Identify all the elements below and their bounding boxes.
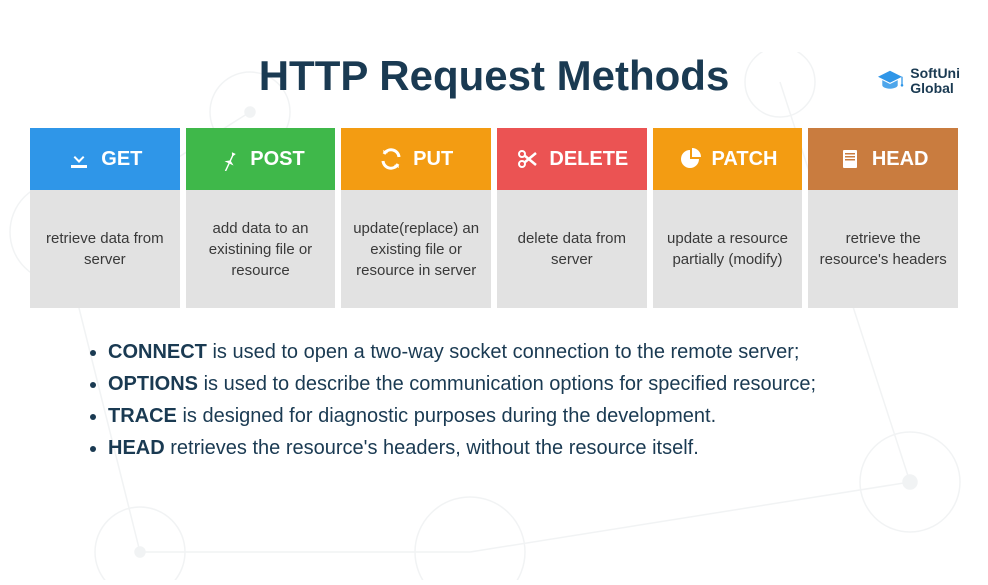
method-cards-grid: GET retrieve data from server POST add d… (30, 128, 958, 308)
piechart-icon (678, 147, 702, 171)
pin-icon (216, 147, 240, 171)
brand-logo: SoftUni Global (876, 66, 960, 95)
card-get-header: GET (30, 128, 180, 190)
card-delete: DELETE delete data from server (497, 128, 647, 308)
card-head: HEAD retrieve the resource's headers (808, 128, 958, 308)
card-get-body: retrieve data from server (30, 190, 180, 308)
card-head-label: HEAD (872, 148, 929, 171)
bullet-head-term: HEAD (108, 437, 165, 459)
card-patch: PATCH update a resource partially (modif… (653, 128, 803, 308)
additional-methods-list: CONNECT is used to open a two-way socket… (30, 336, 958, 464)
bullet-connect: CONNECT is used to open a two-way socket… (108, 336, 958, 368)
bullet-connect-text: is used to open a two-way socket connect… (207, 341, 800, 363)
page-title: HTTP Request Methods (30, 52, 958, 100)
brand-line1: SoftUni (910, 66, 960, 81)
bullet-trace-term: TRACE (108, 405, 177, 427)
bullet-options-term: OPTIONS (108, 373, 198, 395)
brand-text: SoftUni Global (910, 66, 960, 95)
card-post-body: add data to an existining file or resour… (186, 190, 336, 308)
card-post-label: POST (250, 148, 304, 171)
card-delete-header: DELETE (497, 128, 647, 190)
document-icon (838, 147, 862, 171)
card-patch-label: PATCH (712, 148, 778, 171)
brand-line2: Global (910, 81, 960, 96)
bullet-trace-text: is designed for diagnostic purposes duri… (177, 405, 716, 427)
bullet-options-text: is used to describe the communication op… (198, 373, 816, 395)
download-icon (67, 147, 91, 171)
scissors-icon (515, 147, 539, 171)
card-put-header: PUT (341, 128, 491, 190)
card-get: GET retrieve data from server (30, 128, 180, 308)
card-put-body: update(replace) an existing file or reso… (341, 190, 491, 308)
card-put-label: PUT (413, 148, 453, 171)
graduation-cap-icon (876, 69, 904, 93)
card-post-header: POST (186, 128, 336, 190)
card-put: PUT update(replace) an existing file or … (341, 128, 491, 308)
bullet-connect-term: CONNECT (108, 341, 207, 363)
card-head-body: retrieve the resource's headers (808, 190, 958, 308)
card-delete-body: delete data from server (497, 190, 647, 308)
bullet-head-text: retrieves the resource's headers, withou… (165, 437, 699, 459)
card-patch-body: update a resource partially (modify) (653, 190, 803, 308)
bullet-options: OPTIONS is used to describe the communic… (108, 368, 958, 400)
card-post: POST add data to an existining file or r… (186, 128, 336, 308)
refresh-icon (379, 147, 403, 171)
bullet-head: HEAD retrieves the resource's headers, w… (108, 432, 958, 464)
card-patch-header: PATCH (653, 128, 803, 190)
card-get-label: GET (101, 148, 142, 171)
card-head-header: HEAD (808, 128, 958, 190)
bullet-trace: TRACE is designed for diagnostic purpose… (108, 400, 958, 432)
card-delete-label: DELETE (549, 148, 628, 171)
